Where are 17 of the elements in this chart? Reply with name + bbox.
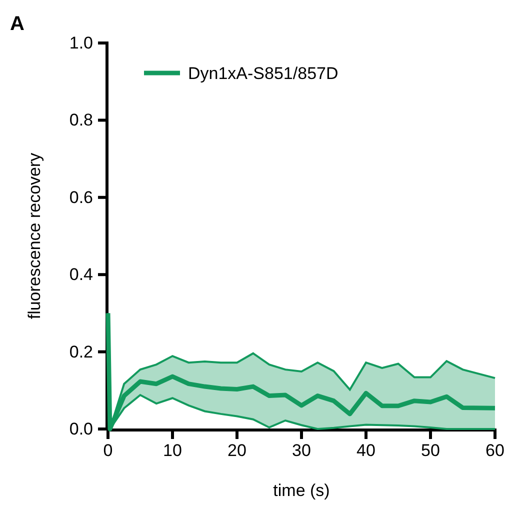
x-tick-label: 0 — [103, 441, 113, 460]
x-tick-label: 60 — [486, 441, 504, 460]
x-tick-label: 20 — [228, 441, 246, 460]
text: A — [10, 13, 24, 35]
legend-label: Dyn1xA-S851/857D — [188, 64, 338, 83]
y-tick-label: 0.0 — [69, 419, 93, 438]
y-tick-label: 1.0 — [69, 33, 93, 52]
x-tick-label: 50 — [421, 441, 440, 460]
x-tick-label: 10 — [163, 441, 182, 460]
y-tick-label: 0.6 — [69, 188, 93, 207]
y-tick-label: 0.2 — [69, 342, 93, 362]
y-axis-title: fluorescence recovery — [25, 152, 44, 320]
x-axis-title: time (s) — [273, 481, 330, 500]
y-tick-label: 0.8 — [69, 110, 93, 130]
x-tick-label: 30 — [292, 441, 311, 460]
y-tick-label: 0.4 — [69, 265, 93, 284]
x-tick-label: 40 — [356, 441, 376, 460]
